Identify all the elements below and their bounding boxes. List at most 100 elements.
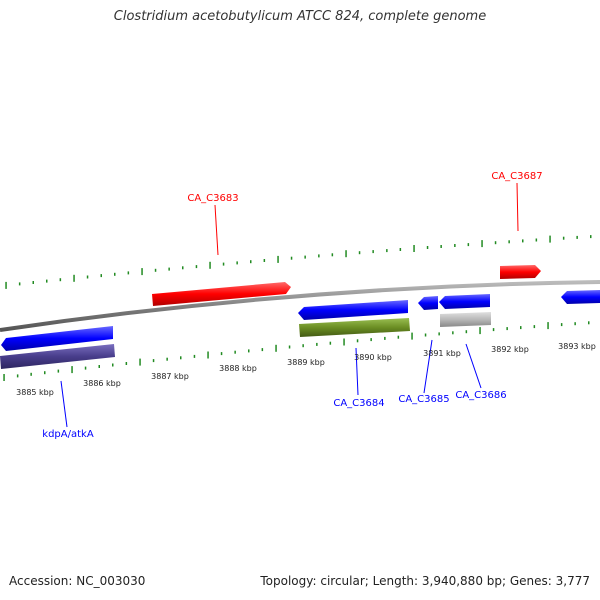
major-tick	[343, 338, 345, 346]
minor-tick	[588, 321, 590, 325]
major-tick	[71, 366, 73, 374]
minor-tick	[182, 266, 184, 270]
gene-label-ca-c3687[interactable]: CA_C3687	[491, 171, 542, 182]
minor-tick	[467, 243, 470, 247]
minor-tick	[452, 331, 454, 335]
genome-backbone	[0, 280, 600, 332]
minor-tick	[248, 349, 250, 353]
major-tick	[207, 351, 209, 359]
minor-tick	[535, 238, 538, 242]
minor-tick	[397, 335, 400, 339]
minor-tick	[574, 322, 576, 326]
major-tick	[479, 327, 481, 335]
scale-labels: 3885 kbp 3886 kbp 3887 kbp 3888 kbp 3889…	[16, 342, 596, 397]
major-tick	[3, 374, 5, 381]
minor-tick	[560, 323, 563, 327]
gene-kdpa-feature[interactable]	[1, 326, 113, 351]
minor-tick	[30, 372, 32, 376]
minor-tick	[318, 254, 320, 258]
gene-ca-c3684-feature[interactable]	[298, 300, 408, 320]
major-tick	[139, 358, 141, 366]
gene-label-kdpa[interactable]: kdpA/atkA	[42, 429, 94, 440]
minor-tick	[234, 350, 236, 354]
gene-ca-c3684-rna-feature[interactable]	[299, 318, 410, 337]
leader-line-ca-c3687	[516, 182, 519, 232]
next-gene-feature[interactable]	[561, 290, 600, 304]
minor-tick	[424, 333, 427, 337]
minor-tick	[426, 246, 429, 249]
minor-tick	[288, 345, 291, 349]
leader-line-ca-c3684	[355, 347, 359, 396]
scale-label: 3888 kbp	[219, 364, 257, 373]
minor-tick	[250, 260, 252, 264]
scale-label: 3892 kbp	[491, 345, 529, 354]
gene-ca-c3683-feature[interactable]	[152, 282, 291, 306]
minor-tick	[386, 249, 388, 253]
gene-ca-c3686-other-feature[interactable]	[440, 312, 491, 327]
minor-tick	[454, 244, 456, 247]
minor-tick	[32, 281, 34, 284]
minor-tick	[180, 356, 182, 360]
minor-tick	[522, 239, 524, 243]
gene-label-ca-c3685[interactable]: CA_C3685	[398, 394, 449, 405]
major-tick	[275, 344, 277, 352]
minor-tick	[506, 327, 508, 331]
minor-tick	[358, 251, 361, 255]
minor-tick	[304, 255, 306, 259]
gene-ca-c3687-feature[interactable]	[500, 265, 541, 279]
minor-tick	[236, 261, 238, 265]
leader-line-ca-c3686	[465, 343, 482, 389]
minor-tick	[290, 256, 293, 260]
scale-label: 3889 kbp	[287, 358, 325, 367]
scale-label: 3886 kbp	[83, 379, 121, 388]
gene-label-ca-c3684[interactable]: CA_C3684	[333, 398, 384, 409]
major-tick	[345, 250, 347, 258]
major-tick	[481, 240, 483, 248]
minor-tick	[576, 235, 578, 239]
major-tick	[549, 235, 551, 243]
minor-tick	[520, 326, 522, 330]
minor-tick	[46, 279, 48, 283]
minor-tick	[440, 245, 442, 248]
minor-tick	[372, 250, 374, 254]
minor-tick	[168, 267, 170, 271]
major-tick	[73, 274, 75, 282]
minor-tick	[316, 342, 318, 346]
minor-tick	[329, 341, 332, 345]
minor-tick	[222, 262, 225, 266]
minor-tick	[152, 359, 155, 363]
minor-tick	[438, 332, 440, 336]
minor-tick	[465, 330, 468, 334]
major-tick	[5, 281, 7, 289]
scale-label: 3887 kbp	[151, 372, 189, 381]
minor-tick	[302, 344, 304, 348]
map-title: Clostridium acetobutylicum ATCC 824, com…	[113, 9, 487, 24]
gene-label-ca-c3683[interactable]: CA_C3683	[187, 193, 238, 204]
gene-ca-c3685-feature[interactable]	[418, 296, 438, 310]
scale-label: 3891 kbp	[423, 349, 461, 358]
minor-tick	[84, 366, 87, 370]
scale-label: 3885 kbp	[16, 388, 54, 397]
gene-label-ca-c3686[interactable]: CA_C3686	[455, 390, 506, 401]
minor-tick	[533, 325, 536, 329]
scale-label: 3890 kbp	[354, 353, 392, 362]
minor-tick	[384, 336, 386, 340]
forward-tick-track	[5, 235, 592, 289]
minor-tick	[492, 328, 495, 332]
gene-kdpa-protein-feature[interactable]	[0, 344, 115, 369]
minor-tick	[562, 236, 565, 240]
minor-tick	[112, 363, 114, 367]
reverse-tick-track	[3, 321, 590, 381]
major-tick	[209, 261, 211, 269]
major-tick	[411, 332, 413, 340]
minor-tick	[370, 338, 372, 342]
minor-tick	[127, 271, 130, 275]
minor-tick	[590, 235, 592, 239]
minor-tick	[18, 282, 21, 286]
minor-tick	[86, 275, 89, 279]
minor-tick	[356, 339, 359, 343]
scale-label: 3893 kbp	[558, 342, 596, 351]
gene-ca-c3686-feature[interactable]	[439, 294, 490, 309]
accession-text: Accession: NC_003030	[9, 574, 146, 588]
